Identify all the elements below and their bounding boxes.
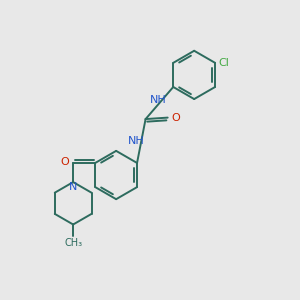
Text: NH: NH <box>150 94 166 104</box>
Text: N: N <box>69 182 77 192</box>
Text: Cl: Cl <box>219 58 230 68</box>
Text: O: O <box>171 112 180 123</box>
Text: CH₃: CH₃ <box>64 238 82 248</box>
Text: O: O <box>61 158 70 167</box>
Text: NH: NH <box>128 136 144 146</box>
